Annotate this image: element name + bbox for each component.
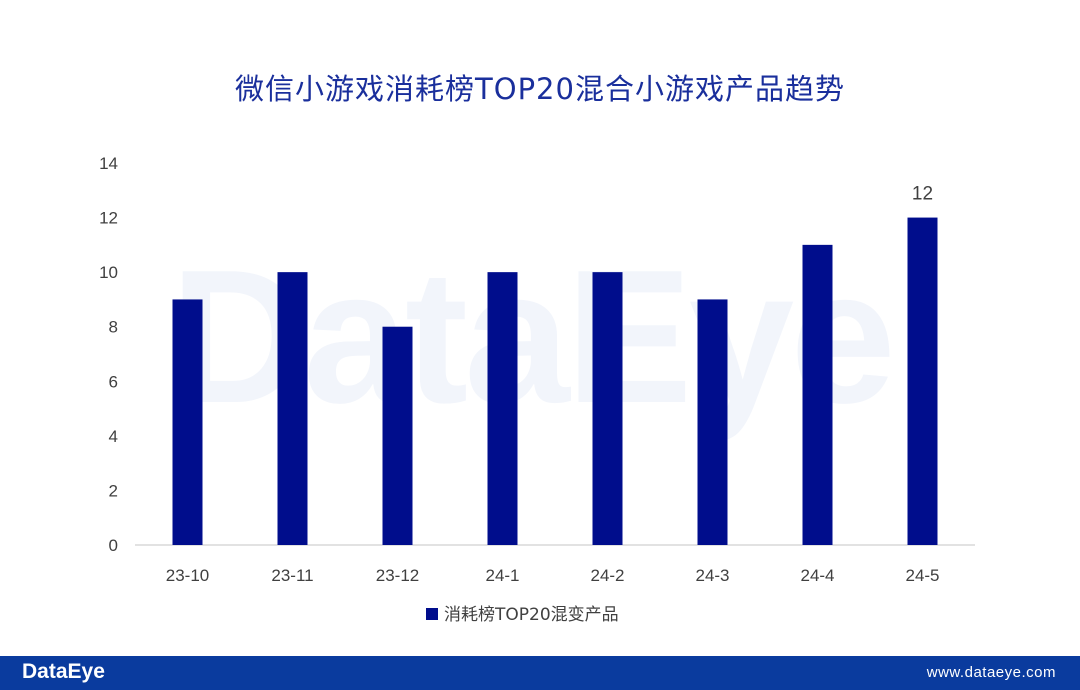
bar	[172, 299, 203, 545]
bar	[907, 217, 938, 546]
x-tick-label: 24-3	[695, 566, 729, 585]
y-tick-label: 2	[109, 481, 118, 500]
y-tick-label: 12	[99, 209, 118, 228]
legend-swatch	[426, 608, 438, 620]
y-tick-label: 14	[99, 154, 118, 173]
x-tick-label: 24-2	[590, 566, 624, 585]
y-tick-label: 10	[99, 263, 118, 282]
bar	[697, 299, 728, 545]
footer-logo: DataEye	[22, 660, 105, 683]
footer-url: www.dataeye.com	[926, 664, 1056, 681]
x-tick-label: 23-11	[271, 566, 313, 585]
y-tick-label: 0	[109, 536, 118, 555]
bar	[382, 326, 413, 545]
footer-bar: DataEye www.dataeye.com	[0, 656, 1080, 690]
x-tick-label: 24-4	[800, 566, 834, 585]
x-tick-label: 24-1	[485, 566, 519, 585]
bar	[592, 272, 623, 545]
legend-label: 消耗榜TOP20混变产品	[444, 605, 619, 625]
y-tick-label: 8	[109, 318, 118, 337]
x-tick-label: 23-10	[166, 566, 209, 585]
x-tick-label: 23-12	[376, 566, 419, 585]
bar	[277, 272, 308, 545]
y-tick-label: 4	[109, 427, 118, 446]
bar	[802, 244, 833, 545]
bar	[487, 272, 518, 545]
data-label: 12	[912, 184, 933, 205]
y-tick-label: 6	[109, 372, 118, 391]
x-tick-label: 24-5	[905, 566, 939, 585]
chart-title: 微信小游戏消耗榜TOP20混合小游戏产品趋势	[235, 72, 845, 106]
